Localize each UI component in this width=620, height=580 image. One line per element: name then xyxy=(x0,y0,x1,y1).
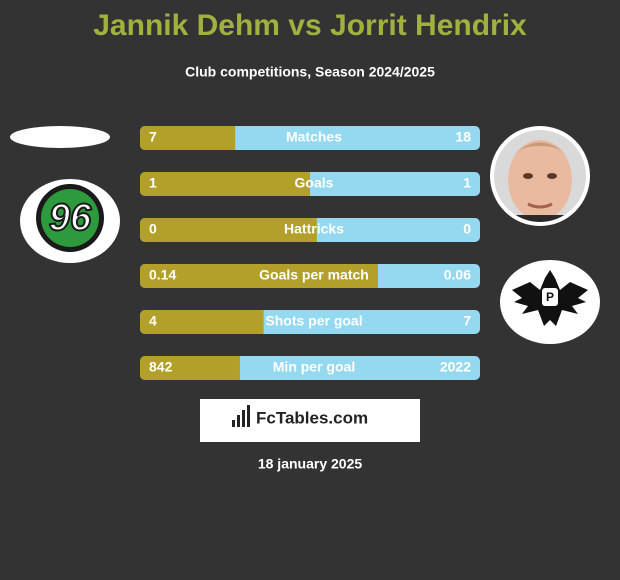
stat-label: Hattricks xyxy=(284,221,344,237)
brand-text: FcTables.com xyxy=(256,408,368,427)
svg-text:96: 96 xyxy=(49,197,92,239)
stat-row xyxy=(140,126,480,150)
stat-label: Goals per match xyxy=(259,267,369,283)
stat-row xyxy=(140,172,480,196)
right-value: 0 xyxy=(463,221,471,237)
stat-row xyxy=(140,218,480,242)
subtitle: Club competitions, Season 2024/2025 xyxy=(185,64,435,80)
left-value: 7 xyxy=(149,129,157,145)
stat-label: Goals xyxy=(295,175,334,191)
left-value: 0.14 xyxy=(149,267,176,283)
stat-row xyxy=(140,356,480,380)
right-value: 1 xyxy=(463,175,471,191)
stat-row xyxy=(140,264,480,288)
left-bar xyxy=(140,172,310,196)
brand-badge: FcTables.com xyxy=(200,399,420,442)
right-value: 2022 xyxy=(440,359,471,375)
left-bar xyxy=(140,356,240,380)
left-bar xyxy=(140,310,264,334)
left-value: 1 xyxy=(149,175,157,191)
left-value: 0 xyxy=(149,221,157,237)
right-value: 18 xyxy=(455,129,471,145)
stat-label: Matches xyxy=(286,129,342,145)
left-value: 4 xyxy=(149,313,157,329)
left-club-logo: 96 xyxy=(20,179,120,263)
left-player-placeholder xyxy=(10,126,110,148)
left-value: 842 xyxy=(149,359,173,375)
right-value: 0.06 xyxy=(444,267,471,283)
stat-label: Min per goal xyxy=(273,359,355,375)
title: Jannik Dehm vs Jorrit Hendrix xyxy=(93,9,527,42)
left-bar xyxy=(140,218,317,242)
date: 18 january 2025 xyxy=(258,456,363,472)
right-value: 7 xyxy=(463,313,471,329)
left-bar xyxy=(140,126,236,150)
left-bar xyxy=(140,264,378,288)
stat-row xyxy=(140,310,480,334)
right-player-photo xyxy=(490,126,590,226)
stat-label: Shots per goal xyxy=(265,313,362,329)
right-club-logo: P xyxy=(500,260,600,344)
svg-text:P: P xyxy=(546,290,554,304)
